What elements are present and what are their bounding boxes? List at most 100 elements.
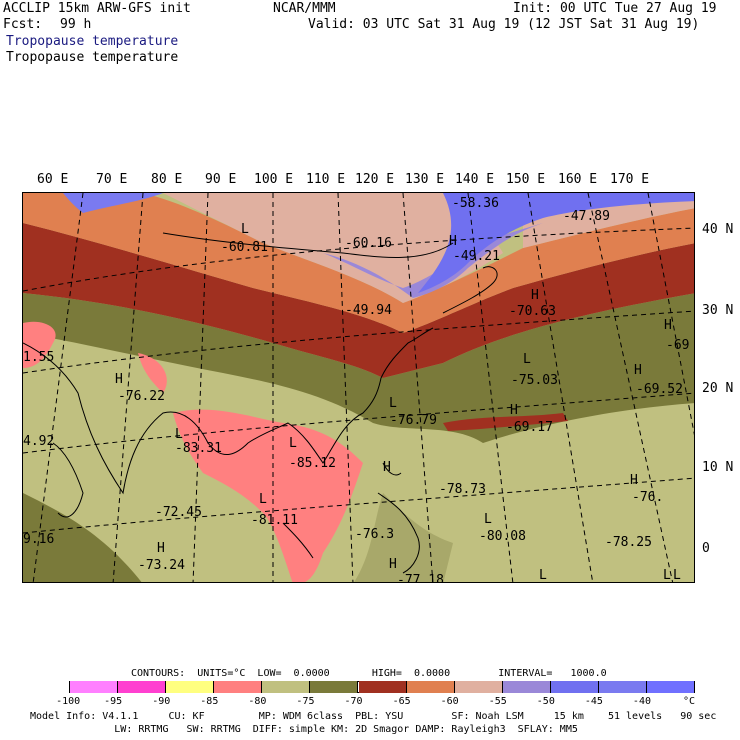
shade-minus80-india-west (23, 321, 56, 368)
colorbar-label: -55 (488, 696, 507, 707)
colorbar-swatch (214, 681, 263, 693)
longitude-label: 150 E (506, 172, 546, 187)
extremum-value-label: 9.16 (23, 532, 55, 547)
shade-minus80-indochina (253, 457, 303, 495)
field-title-secondary: Tropopause temperature (6, 50, 179, 65)
map-grid (23, 193, 694, 582)
extremum-value-label: -49.94 (345, 303, 392, 318)
latitude-label: 40 N (702, 222, 734, 237)
colorbar-label: -80 (248, 696, 267, 707)
shade-minus60 (23, 193, 694, 333)
extremum-value-label: -77.18 (397, 573, 444, 583)
shade-mixed (354, 493, 453, 582)
low-marker: L (175, 427, 183, 442)
extremum-value-label: -76.79 (390, 413, 437, 428)
colorbar-swatch (262, 681, 311, 693)
longitude-label: 80 E (151, 172, 183, 187)
extremum-value-label: -78.73 (439, 482, 486, 497)
colorbar-swatch (70, 681, 119, 693)
model-info-line-2: LW: RRTMG SW: RRTMG DIFF: simple KM: 2D … (30, 724, 578, 735)
colorbar-swatch (22, 681, 71, 693)
tropopause-temperature-map: -58.36 -47.89 L -60.81 -60.16 H -49.21 H -49.94-… (22, 192, 695, 583)
colorbar-swatch (646, 681, 695, 693)
coastlines (23, 232, 498, 574)
shade-minus80-a (138, 353, 167, 393)
longitude-label: 120 E (355, 172, 395, 187)
init-time: Init: 00 UTC Tue 27 Aug 19 (513, 1, 717, 16)
shade-minus70-sw (23, 493, 142, 582)
extremum-value-label: -58.36 (452, 196, 499, 211)
colorbar-swatch (550, 681, 599, 693)
extremum-value-label: 1.55 (23, 350, 55, 365)
low-marker: L (673, 568, 681, 583)
model-info-line-1: Model Info: V4.1.1 CU: KF MP: WDM 6class… (30, 711, 717, 722)
model-title: ACCLIP 15km ARW-GFS init (3, 1, 191, 16)
contours-info: CONTOURS: UNITS=°C LOW= 0.0000 HIGH= 0.0… (131, 668, 607, 679)
high-marker: H (157, 541, 165, 556)
shade-minus70 (23, 293, 694, 443)
extremum-value-label: -70.63 (509, 304, 556, 319)
extremum-value-label: -69 (666, 338, 690, 353)
high-marker: H (510, 403, 518, 418)
forecast-hours: 99 h (60, 17, 92, 32)
extremum-value-label: -60.16 (345, 236, 392, 251)
low-marker: L (539, 568, 547, 583)
extremum-value-label: -69.17 (506, 420, 553, 435)
latitude-label: 20 N (702, 381, 734, 396)
high-marker: H (449, 234, 457, 249)
colorbar-swatch (118, 681, 167, 693)
extremum-value-label: -80.08 (479, 529, 526, 544)
extremum-value-label: -60.81 (221, 240, 268, 255)
org-label: NCAR/MMM (273, 1, 336, 16)
colorbar-label: -75 (296, 696, 315, 707)
forecast-label: Fcst: (3, 17, 43, 32)
high-marker: H (634, 363, 642, 378)
low-marker: L (523, 352, 531, 367)
high-marker: H (383, 460, 391, 475)
longitude-label: 100 E (254, 172, 294, 187)
longitude-label: 170 E (610, 172, 650, 187)
longitude-label: 70 E (96, 172, 128, 187)
extremum-value-label: -49.21 (453, 249, 500, 264)
longitude-label: 110 E (306, 172, 346, 187)
extremum-value-label: -81.11 (251, 513, 298, 528)
longitude-label: 160 E (558, 172, 598, 187)
colorbar-label: -40 (632, 696, 651, 707)
high-marker: H (664, 318, 672, 333)
valid-time: Valid: 03 UTC Sat 31 Aug 19 (12 JST Sat … (308, 17, 700, 32)
extremum-value-label: -83.31 (175, 441, 222, 456)
high-marker: H (389, 557, 397, 572)
low-marker: L (484, 512, 492, 527)
colorbar-label: -95 (104, 696, 123, 707)
colorbar-swatch (406, 681, 455, 693)
colorbar-swatch (502, 681, 551, 693)
colorbar-label: °C (683, 696, 696, 707)
colorbar-label: -90 (152, 696, 171, 707)
extremum-value-label: -72.45 (155, 505, 202, 520)
colorbar-label: -45 (584, 696, 603, 707)
low-marker: L (241, 222, 249, 237)
longitude-label: 140 E (455, 172, 495, 187)
colorbar-label: -50 (536, 696, 555, 707)
map-canvas (23, 193, 694, 582)
extremum-value-label: -78.25 (605, 535, 652, 550)
high-marker: H (115, 372, 123, 387)
low-marker: L (289, 436, 297, 451)
high-marker: H (531, 288, 539, 303)
longitude-label: 60 E (37, 172, 69, 187)
latitude-label: 0 (702, 541, 710, 556)
shade-minus55 (163, 193, 503, 303)
low-marker: L (259, 492, 267, 507)
high-marker: H (630, 473, 638, 488)
low-marker: L (389, 396, 397, 411)
shade-minus45-ne (418, 193, 694, 293)
extremum-value-label: -76. (632, 490, 664, 505)
colorbar-swatch (598, 681, 647, 693)
extremum-value-label: -76.22 (118, 389, 165, 404)
colorbar-swatch (166, 681, 215, 693)
colorbar-swatch (454, 681, 503, 693)
longitude-label: 130 E (405, 172, 445, 187)
colorbar-label: -100 (56, 696, 81, 707)
colorbar-label: -65 (392, 696, 411, 707)
colorbar-swatch (358, 681, 407, 693)
